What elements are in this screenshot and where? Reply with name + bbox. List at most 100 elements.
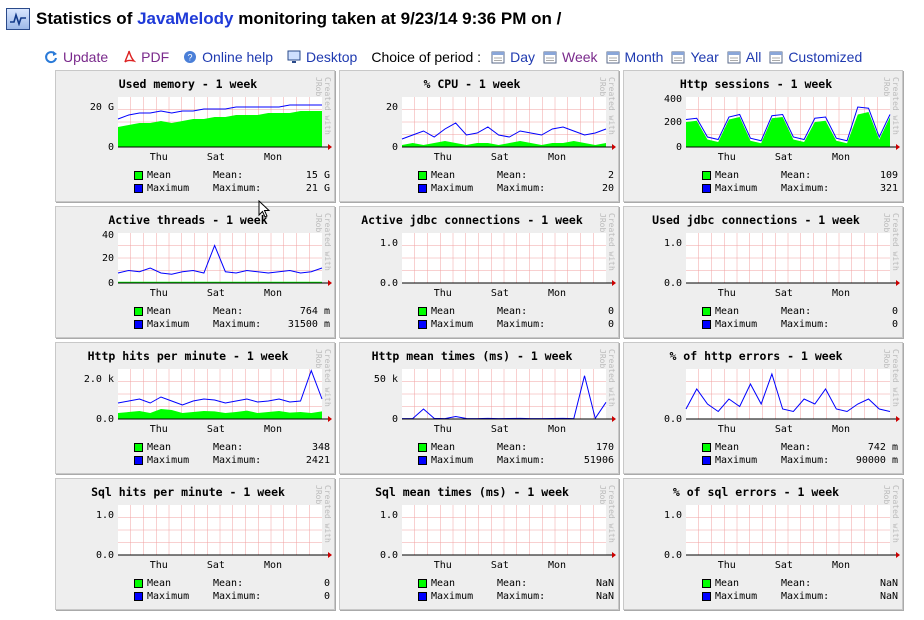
chart-panel[interactable]: % of sql errors - 1 week Created with JRo…	[623, 478, 903, 610]
legend-stat-value: 0	[323, 591, 330, 602]
y-tick-label: 1.0	[380, 510, 398, 521]
maximum-series-line	[401, 122, 607, 140]
legend-stat-label: Maximum:	[497, 183, 546, 194]
period-year-link[interactable]: Year	[671, 49, 719, 65]
legend-row-maximum: Maximum Maximum: 2421	[134, 454, 330, 467]
legend-swatch-maximum	[134, 592, 143, 601]
chart-panel[interactable]: Active threads - 1 week Created with JRob…	[55, 206, 335, 338]
legend-series-name: Maximum	[147, 455, 190, 466]
legend-swatch-mean	[418, 307, 427, 316]
legend-stat-label: Maximum:	[213, 319, 262, 330]
desktop-link[interactable]: Desktop	[287, 49, 357, 65]
x-tick-label: Sat	[775, 288, 793, 299]
legend-series-name: Maximum	[715, 591, 758, 602]
legend-series-name: Mean	[147, 306, 172, 317]
online-help-label: Online help	[202, 49, 273, 65]
chart-panel[interactable]: Http sessions - 1 week Created with JRobi…	[623, 70, 903, 202]
legend-stat-value: 2421	[305, 455, 330, 466]
chart-watermark: Created with JRobin	[882, 349, 900, 407]
chart-watermark: Created with JRobin	[598, 77, 616, 135]
period-month-label: Month	[624, 49, 664, 65]
legend-stat-label: Maximum:	[781, 319, 830, 330]
legend-stat-value: 2	[607, 170, 614, 181]
chart-panel[interactable]: Sql mean times (ms) - 1 week Created with…	[339, 478, 619, 610]
legend-stat-label: Mean:	[213, 442, 244, 453]
calendar-icon	[491, 50, 505, 64]
legend-stat-label: Mean:	[781, 442, 812, 453]
period-day-link[interactable]: Day	[491, 49, 535, 65]
chart-plot: 1.0 0.0 Thu Sat Mon	[664, 233, 900, 299]
legend-stat-label: Mean:	[213, 306, 244, 317]
chart-title: Used jdbc connections - 1 week	[652, 213, 860, 227]
legend-row-maximum: Maximum Maximum: 51906	[418, 454, 614, 467]
chart-panel[interactable]: Used memory - 1 week Created with JRobin 2…	[55, 70, 335, 202]
maximum-series-line	[685, 372, 891, 413]
chart-plot: 1.0 0.0 Thu Sat Mon	[664, 505, 900, 571]
chart-panel[interactable]: Sql hits per minute - 1 week Created with…	[55, 478, 335, 610]
legend-row-mean: Mean Mean: 764 m	[134, 305, 330, 318]
legend-swatch-maximum	[702, 320, 711, 329]
x-axis-arrow-icon	[896, 552, 900, 558]
chart-legend: Mean Mean: 742 m Maximum Maximum: 90000 m	[702, 441, 898, 467]
legend-swatch-mean	[702, 171, 711, 180]
chart-plot: 1.0 0.0 Thu Sat Mon	[380, 505, 616, 571]
calendar-icon	[606, 50, 620, 64]
legend-swatch-mean	[134, 307, 143, 316]
y-tick-label: 0.0	[664, 550, 682, 561]
y-tick-label: 0.0	[380, 550, 398, 561]
period-week-link[interactable]: Week	[543, 49, 598, 65]
chart-title: Http mean times (ms) - 1 week	[371, 349, 573, 363]
legend-stat-label: Maximum:	[497, 455, 546, 466]
chart-plot: 400 200 0 Thu Sat Mon	[664, 94, 900, 163]
pdf-link[interactable]: PDF	[122, 49, 169, 65]
mean-series-area	[402, 141, 606, 147]
x-tick-label: Thu	[150, 288, 168, 299]
legend-series-name: Mean	[431, 442, 456, 453]
period-customized-link[interactable]: Customized	[769, 49, 862, 65]
chart-panel[interactable]: Http mean times (ms) - 1 week Created wit…	[339, 342, 619, 474]
legend-row-mean: Mean Mean: 0	[702, 305, 898, 318]
chart-title: Http sessions - 1 week	[679, 77, 833, 91]
legend-swatch-maximum	[702, 184, 711, 193]
legend-row-mean: Mean Mean: 0	[134, 577, 330, 590]
chart-panel[interactable]: Active jdbc connections - 1 week Created …	[339, 206, 619, 338]
chart-panel[interactable]: Http hits per minute - 1 week Created wit…	[55, 342, 335, 474]
chart-title: Used memory - 1 week	[118, 77, 258, 91]
chart-panel[interactable]: % of http errors - 1 week Created with JR…	[623, 342, 903, 474]
legend-series-name: Maximum	[715, 183, 758, 194]
period-all-link[interactable]: All	[727, 49, 761, 65]
desktop-label: Desktop	[305, 49, 358, 65]
x-axis-arrow-icon	[612, 552, 616, 558]
legend-stat-label: Mean:	[781, 170, 812, 181]
x-tick-label: Mon	[548, 424, 566, 435]
update-link[interactable]: Update	[44, 49, 108, 65]
x-tick-label: Thu	[718, 560, 736, 571]
x-tick-label: Sat	[207, 424, 225, 435]
legend-row-maximum: Maximum Maximum: 31500 m	[134, 318, 330, 331]
chart-panel[interactable]: % CPU - 1 week Created with JRobin 20 0 Thu S…	[339, 70, 619, 202]
legend-row-mean: Mean Mean: 0	[418, 305, 614, 318]
brand-link[interactable]: JavaMelody	[137, 9, 234, 28]
y-tick-label: 40	[102, 230, 114, 241]
chart-panel[interactable]: Used jdbc connections - 1 week Created wi…	[623, 206, 903, 338]
legend-stat-label: Mean:	[781, 306, 812, 317]
legend-stat-value: 0	[607, 306, 614, 317]
legend-stat-label: Maximum:	[781, 591, 830, 602]
legend-stat-label: Mean:	[497, 170, 528, 181]
period-month-link[interactable]: Month	[606, 49, 664, 65]
chart-watermark: Created with JRobin	[882, 213, 900, 271]
svg-text:?: ?	[188, 53, 193, 63]
mean-series-area	[118, 409, 322, 419]
legend-stat-label: Maximum:	[497, 319, 546, 330]
x-tick-label: Thu	[718, 424, 736, 435]
legend-series-name: Maximum	[147, 319, 190, 330]
y-tick-label: 1.0	[664, 510, 682, 521]
x-tick-label: Thu	[150, 560, 168, 571]
chart-watermark: Created with JRobin	[882, 77, 900, 135]
chart-legend: Mean Mean: NaN Maximum Maximum: NaN	[418, 577, 614, 603]
legend-stat-value: NaN	[595, 591, 614, 602]
chart-watermark: Created with JRobin	[882, 485, 900, 543]
title-prefix: Statistics of	[36, 9, 133, 28]
toolbar: Update PDF ? Online help Desktop Choice …	[44, 47, 862, 67]
online-help-link[interactable]: ? Online help	[183, 49, 273, 65]
